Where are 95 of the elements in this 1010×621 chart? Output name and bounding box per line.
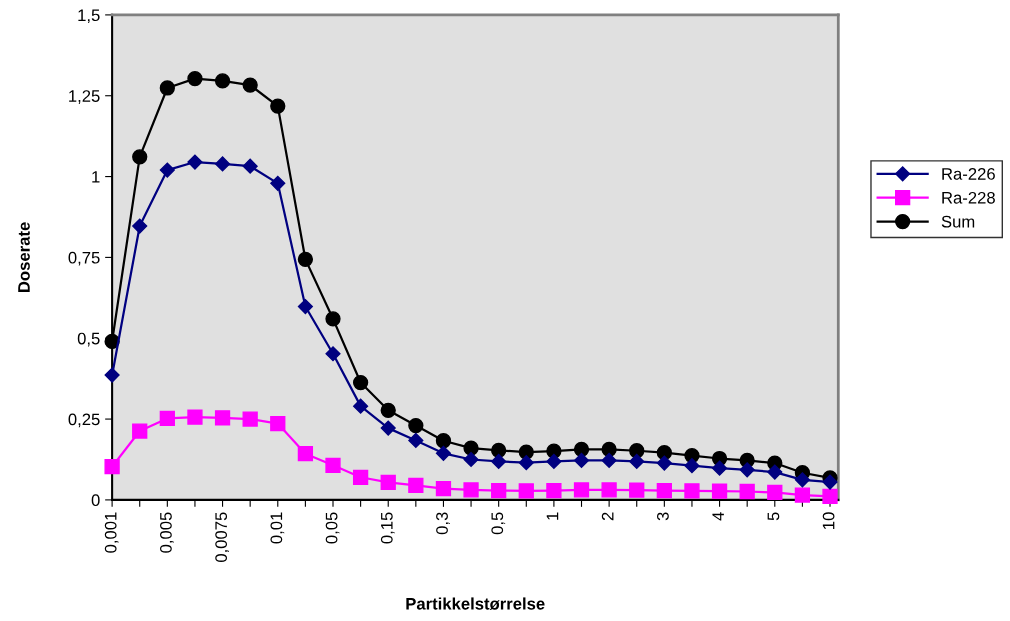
y-tick-label: 1: [92, 171, 100, 183]
y-tick-label: 0: [91, 494, 100, 507]
point: [214, 73, 231, 89]
point: [684, 458, 700, 474]
point: [491, 453, 507, 469]
point: [711, 460, 728, 476]
x-tick-label: 0,001: [104, 512, 119, 553]
x-tick-label: 0,0075: [215, 512, 229, 563]
y-tick-label: 0,75: [68, 251, 100, 266]
x-tick-label: 2: [601, 512, 614, 521]
point: [546, 453, 562, 469]
point: [187, 70, 203, 87]
point: [463, 451, 479, 468]
point: [325, 346, 341, 362]
x-tick-label: 0,15: [380, 512, 395, 544]
point: [270, 98, 286, 114]
point: [132, 423, 148, 439]
point: [601, 452, 617, 469]
point: [270, 415, 286, 432]
point: [463, 482, 479, 498]
point: [767, 464, 783, 480]
point: [491, 482, 507, 499]
x-tick-label: 3: [657, 512, 669, 521]
x-tick-label: 0,3: [436, 512, 450, 535]
point: [270, 175, 286, 191]
y-tick-label: 1,25: [69, 90, 100, 104]
x-tick-label: 0,01: [270, 512, 285, 544]
point: [214, 410, 231, 426]
y-tick-label: 0,25: [68, 413, 100, 428]
point: [684, 483, 700, 499]
point: [435, 433, 452, 449]
point: [656, 455, 672, 471]
point: [104, 458, 120, 475]
legend-label: Ra-228: [942, 191, 995, 204]
point: [794, 487, 811, 503]
x-tick-label: 0,5: [491, 512, 506, 535]
point: [794, 472, 810, 488]
point: [353, 398, 369, 414]
point: [297, 251, 314, 267]
y-axis-title: Doserate: [18, 222, 30, 292]
point: [352, 374, 369, 391]
point: [242, 77, 258, 93]
point: [380, 474, 396, 491]
y-tick-label: 0,5: [77, 332, 100, 347]
point: [518, 483, 534, 499]
point: [242, 411, 258, 427]
point: [767, 484, 783, 501]
point: [656, 482, 672, 499]
point: [518, 455, 534, 471]
point: [408, 417, 424, 434]
x-tick-label: 1: [546, 512, 559, 520]
x-tick-label: 5: [767, 512, 780, 521]
point: [214, 156, 231, 172]
point: [380, 420, 396, 436]
point: [435, 445, 452, 461]
x-axis-title: Partikkelstørrelse: [406, 597, 545, 610]
point: [491, 442, 507, 459]
point: [380, 402, 396, 418]
x-tick-label: 0,05: [325, 512, 340, 544]
point: [822, 474, 838, 490]
point: [187, 154, 203, 170]
point: [435, 480, 452, 497]
point: [297, 446, 314, 462]
point: [159, 162, 175, 178]
point: [325, 457, 341, 473]
point: [546, 482, 562, 499]
legend-label: Sum: [941, 215, 975, 228]
point: [325, 311, 341, 327]
point: [739, 483, 755, 500]
x-tick-label: 10: [822, 512, 835, 529]
point: [104, 333, 120, 350]
point: [297, 298, 313, 315]
point: [629, 482, 645, 498]
point: [132, 218, 148, 234]
x-tick-label: 0,005: [160, 512, 174, 553]
point: [629, 453, 645, 469]
point: [408, 477, 424, 493]
point: [573, 482, 590, 498]
legend-label: Ra-226: [942, 168, 995, 180]
point: [187, 409, 203, 425]
point: [601, 482, 617, 498]
point: [573, 441, 590, 458]
point: [159, 410, 175, 427]
point: [739, 462, 755, 478]
y-tick-label: 1,5: [78, 9, 100, 24]
point: [822, 488, 838, 504]
point: [352, 469, 369, 485]
point: [159, 80, 175, 96]
point: [408, 432, 424, 448]
point: [711, 483, 728, 499]
point: [132, 149, 148, 165]
point: [104, 367, 120, 383]
point: [573, 452, 590, 469]
x-tick-label: 4: [712, 512, 724, 521]
point: [242, 158, 258, 174]
